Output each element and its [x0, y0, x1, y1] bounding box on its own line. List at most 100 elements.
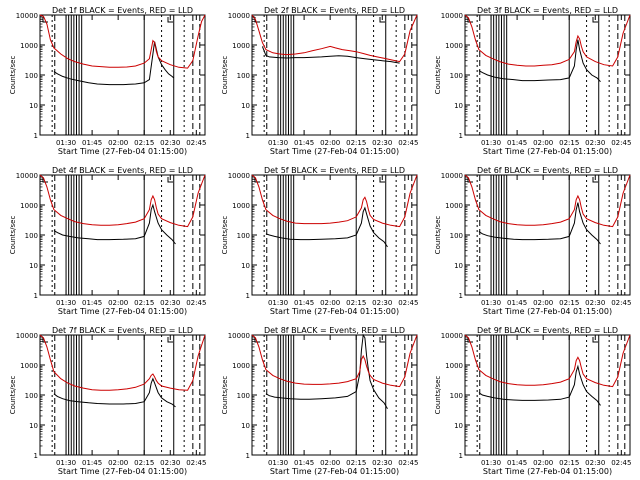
series-events-line: [478, 202, 601, 245]
panel-det-7: Det 7f BLACK = Events, RED = LLD 1 10 100 10…: [9, 326, 206, 476]
x-tick-label: 02:30: [160, 299, 180, 307]
y-tick-label: 1: [459, 292, 463, 300]
y-tick-label: 10: [29, 262, 38, 270]
corner-mark-left: [254, 337, 260, 343]
panel-title: Det 4f BLACK = Events, RED = LLD: [52, 166, 193, 175]
x-tick-label: 01:45: [82, 459, 102, 467]
panel-det-5: Det 5f BLACK = Events, RED = LLD 1 10 100 10…: [221, 166, 418, 316]
panel-title: Det 1f BLACK = Events, RED = LLD: [52, 6, 193, 15]
series-events-line: [265, 333, 388, 409]
x-tick-label: 01:45: [294, 459, 314, 467]
y-tick-label: 1000: [232, 362, 250, 370]
x-tick-label: 02:45: [398, 459, 418, 467]
x-tick-label: 02:15: [559, 299, 579, 307]
x-tick-label: 02:00: [533, 459, 553, 467]
panel-det-4: Det 4f BLACK = Events, RED = LLD 1 10 100 10…: [9, 166, 206, 316]
corner-mark-left: [467, 177, 473, 183]
y-tick-label: 10: [454, 262, 463, 270]
series-events-line: [265, 206, 388, 248]
x-tick-label: 02:00: [533, 139, 553, 147]
x-tick-label: 01:45: [507, 459, 527, 467]
panel-title: Det 2f BLACK = Events, RED = LLD: [264, 6, 405, 15]
x-tick-label: 02:15: [559, 139, 579, 147]
x-tick-label: 01:30: [481, 299, 501, 307]
y-tick-label: 1000: [20, 42, 38, 50]
panel-title: Det 7f BLACK = Events, RED = LLD: [52, 326, 193, 335]
x-tick-label: 02:00: [533, 299, 553, 307]
x-tick-label: 01:30: [268, 459, 288, 467]
corner-mark-left: [254, 177, 260, 183]
y-tick-label: 10: [454, 102, 463, 110]
x-tick-label: 01:30: [56, 459, 76, 467]
x-tick-label: 01:30: [268, 139, 288, 147]
x-tick-label: 02:30: [585, 139, 605, 147]
y-tick-label: 100: [25, 392, 38, 400]
y-tick-label: 10000: [441, 12, 463, 20]
y-tick-label: 1: [34, 452, 38, 460]
plot-frame: [251, 14, 418, 136]
y-tick-label: 10000: [16, 332, 38, 340]
x-axis-label: Start Time (27-Feb-04 01:15:00): [483, 307, 612, 316]
series-lld-line: [251, 334, 418, 388]
y-axis-label: Counts/sec: [9, 56, 17, 95]
x-tick-label: 02:45: [186, 459, 206, 467]
x-tick-label: 02:15: [346, 459, 366, 467]
x-tick-label: 02:00: [320, 459, 340, 467]
x-tick-label: 02:45: [611, 459, 631, 467]
x-axis-label: Start Time (27-Feb-04 01:15:00): [270, 307, 399, 316]
series-lld-line: [39, 14, 206, 69]
x-tick-label: 02:45: [186, 299, 206, 307]
y-axis-label: Counts/sec: [434, 216, 442, 255]
corner-mark-right: [592, 177, 598, 183]
series-lld-line: [251, 14, 418, 63]
y-tick-label: 100: [25, 72, 38, 80]
y-tick-label: 10000: [228, 332, 250, 340]
corner-mark-right: [167, 17, 173, 23]
x-axis-label: Start Time (27-Feb-04 01:15:00): [58, 467, 187, 476]
plot-frame: [251, 174, 418, 296]
x-tick-label: 02:30: [160, 139, 180, 147]
plot-frame: [464, 334, 631, 456]
corner-mark-right: [379, 337, 385, 343]
x-tick-label: 02:30: [160, 459, 180, 467]
y-tick-label: 1: [459, 132, 463, 140]
y-tick-label: 1000: [445, 42, 463, 50]
y-axis-label: Counts/sec: [434, 376, 442, 415]
y-tick-label: 10: [241, 102, 250, 110]
panel-det-6: Det 6f BLACK = Events, RED = LLD 1 10 100 10…: [434, 166, 631, 316]
y-tick-label: 10: [241, 422, 250, 430]
panel-title: Det 3f BLACK = Events, RED = LLD: [477, 6, 618, 15]
plot-frame: [251, 334, 418, 456]
y-tick-label: 1: [246, 452, 250, 460]
x-tick-label: 01:45: [294, 299, 314, 307]
series-lld-line: [464, 14, 631, 67]
y-tick-label: 1: [34, 292, 38, 300]
x-axis-label: Start Time (27-Feb-04 01:15:00): [58, 307, 187, 316]
x-tick-label: 02:15: [134, 139, 154, 147]
x-tick-label: 02:30: [372, 299, 392, 307]
y-tick-label: 1000: [445, 362, 463, 370]
series-lld-line: [464, 334, 631, 388]
y-tick-label: 10: [29, 102, 38, 110]
y-tick-label: 1000: [20, 202, 38, 210]
y-axis-label: Counts/sec: [9, 376, 17, 415]
y-tick-label: 100: [237, 72, 250, 80]
x-axis-label: Start Time (27-Feb-04 01:15:00): [270, 467, 399, 476]
corner-mark-left: [42, 337, 48, 343]
x-tick-label: 01:30: [56, 139, 76, 147]
y-tick-label: 100: [237, 392, 250, 400]
plot-frame: [464, 14, 631, 136]
plot-frame: [39, 334, 206, 456]
y-tick-label: 100: [25, 232, 38, 240]
series-events-line: [478, 39, 601, 83]
corner-mark-right: [379, 177, 385, 183]
corner-mark-left: [42, 177, 48, 183]
corner-mark-right: [592, 337, 598, 343]
y-tick-label: 100: [450, 72, 463, 80]
y-axis-label: Counts/sec: [434, 56, 442, 95]
panel-title: Det 5f BLACK = Events, RED = LLD: [264, 166, 405, 175]
y-tick-label: 100: [450, 392, 463, 400]
panel-det-1: Det 1f BLACK = Events, RED = LLD 1 10 100 10…: [9, 6, 206, 156]
panel-title: Det 8f BLACK = Events, RED = LLD: [264, 326, 405, 335]
x-tick-label: 02:30: [585, 459, 605, 467]
